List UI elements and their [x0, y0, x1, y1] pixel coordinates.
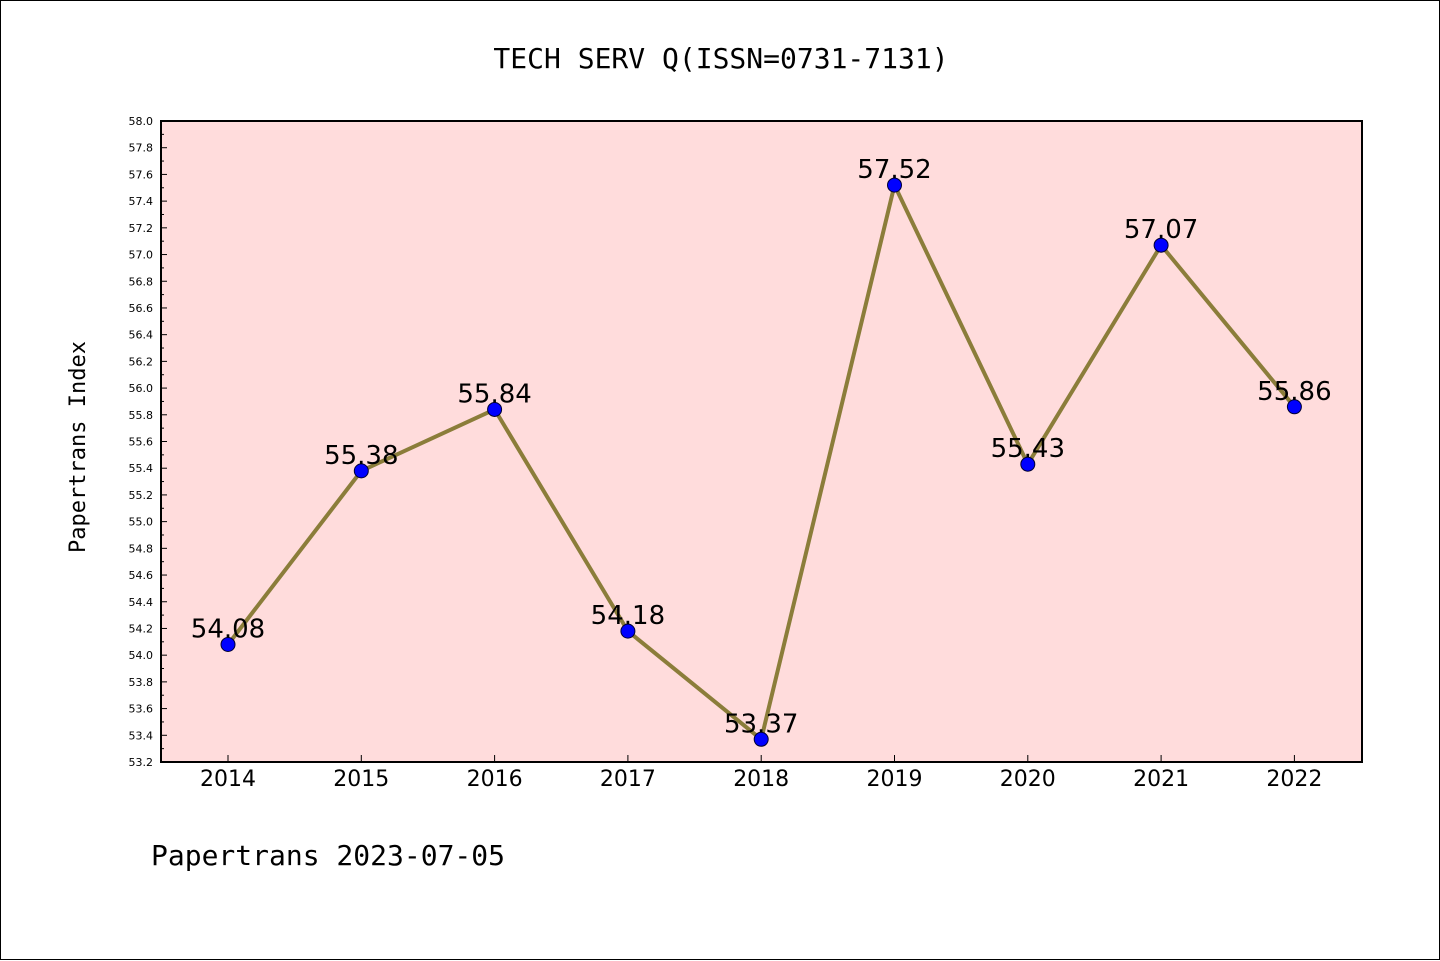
y-tick-label: 56.4	[129, 329, 154, 342]
data-label: 54.18	[591, 601, 665, 631]
data-point	[620, 623, 636, 639]
y-tick-label: 56.0	[129, 382, 154, 395]
y-tick-label: 53.2	[129, 756, 154, 769]
data-point	[487, 401, 503, 417]
y-tick-label: 54.2	[129, 622, 154, 635]
y-axis: 53.2 53.4 53.6 53.8 54.0 54.2 54.4 54.6 54.8 55.0…	[129, 115, 167, 769]
data-point	[1153, 237, 1169, 253]
x-tick-label: 2017	[600, 767, 656, 792]
y-tick-label: 54.6	[129, 569, 154, 582]
chart-title: TECH SERV Q(ISSN=0731-7131)	[493, 42, 948, 75]
y-tick-label: 55.8	[129, 409, 154, 422]
y-tick-label: 55.6	[129, 436, 154, 449]
data-label: 55.43	[991, 434, 1065, 464]
x-tick-label: 2016	[467, 767, 523, 792]
x-axis: 2014 2015 2016 2017 2018 2019 2020 2021 2022	[200, 755, 1322, 792]
y-tick-label: 53.4	[129, 729, 154, 742]
data-label: 55.84	[457, 379, 531, 409]
x-tick-label: 2018	[733, 767, 789, 792]
y-tick-label: 57.6	[129, 168, 154, 181]
data-label: 53.37	[724, 709, 798, 739]
data-label: 54.08	[191, 614, 265, 644]
data-point	[887, 177, 902, 193]
data-point	[220, 636, 236, 652]
plot-border	[160, 120, 1363, 763]
data-labels-group: 54.08 55.38 55.84 54.18 53.37 57.52 55.43 57.07…	[191, 155, 1332, 739]
x-tick-label: 2020	[1000, 767, 1056, 792]
y-tick-label: 57.0	[129, 249, 154, 262]
data-label: 55.38	[324, 441, 398, 471]
x-tick-label: 2022	[1266, 767, 1322, 792]
y-tick-label: 55.4	[129, 462, 154, 475]
x-tick-label: 2019	[867, 767, 923, 792]
y-tick-label: 57.4	[129, 195, 154, 208]
x-tick-label: 2021	[1133, 767, 1189, 792]
data-label: 55.86	[1257, 377, 1331, 407]
y-tick-label: 57.2	[129, 222, 154, 235]
y-tick-label: 54.4	[129, 596, 154, 609]
data-label: 57.52	[857, 155, 931, 185]
series-markers-group	[220, 177, 1302, 747]
y-tick-label: 57.8	[129, 142, 154, 155]
data-label: 57.07	[1124, 215, 1198, 245]
y-tick-label: 56.6	[129, 302, 154, 315]
data-point	[353, 463, 369, 479]
y-tick-label: 53.6	[129, 703, 154, 716]
data-point	[753, 731, 769, 747]
y-axis-label: Papertrans Index	[66, 341, 91, 553]
y-tick-label: 53.8	[129, 676, 154, 689]
y-tick-label: 56.2	[129, 355, 154, 368]
plot-area	[161, 121, 1362, 762]
x-tick-label: 2014	[200, 767, 256, 792]
x-tick-label: 2015	[333, 767, 389, 792]
y-tick-label: 54.8	[129, 542, 154, 555]
data-point	[1020, 456, 1036, 472]
data-point	[1286, 399, 1302, 415]
y-tick-label: 55.2	[129, 489, 154, 502]
chart-footer: Papertrans 2023-07-05	[151, 839, 505, 872]
y-tick-label: 56.8	[129, 275, 154, 288]
y-tick-label: 58.0	[129, 115, 154, 128]
y-tick-label: 54.0	[129, 649, 154, 662]
y-tick-label: 55.0	[129, 516, 154, 529]
